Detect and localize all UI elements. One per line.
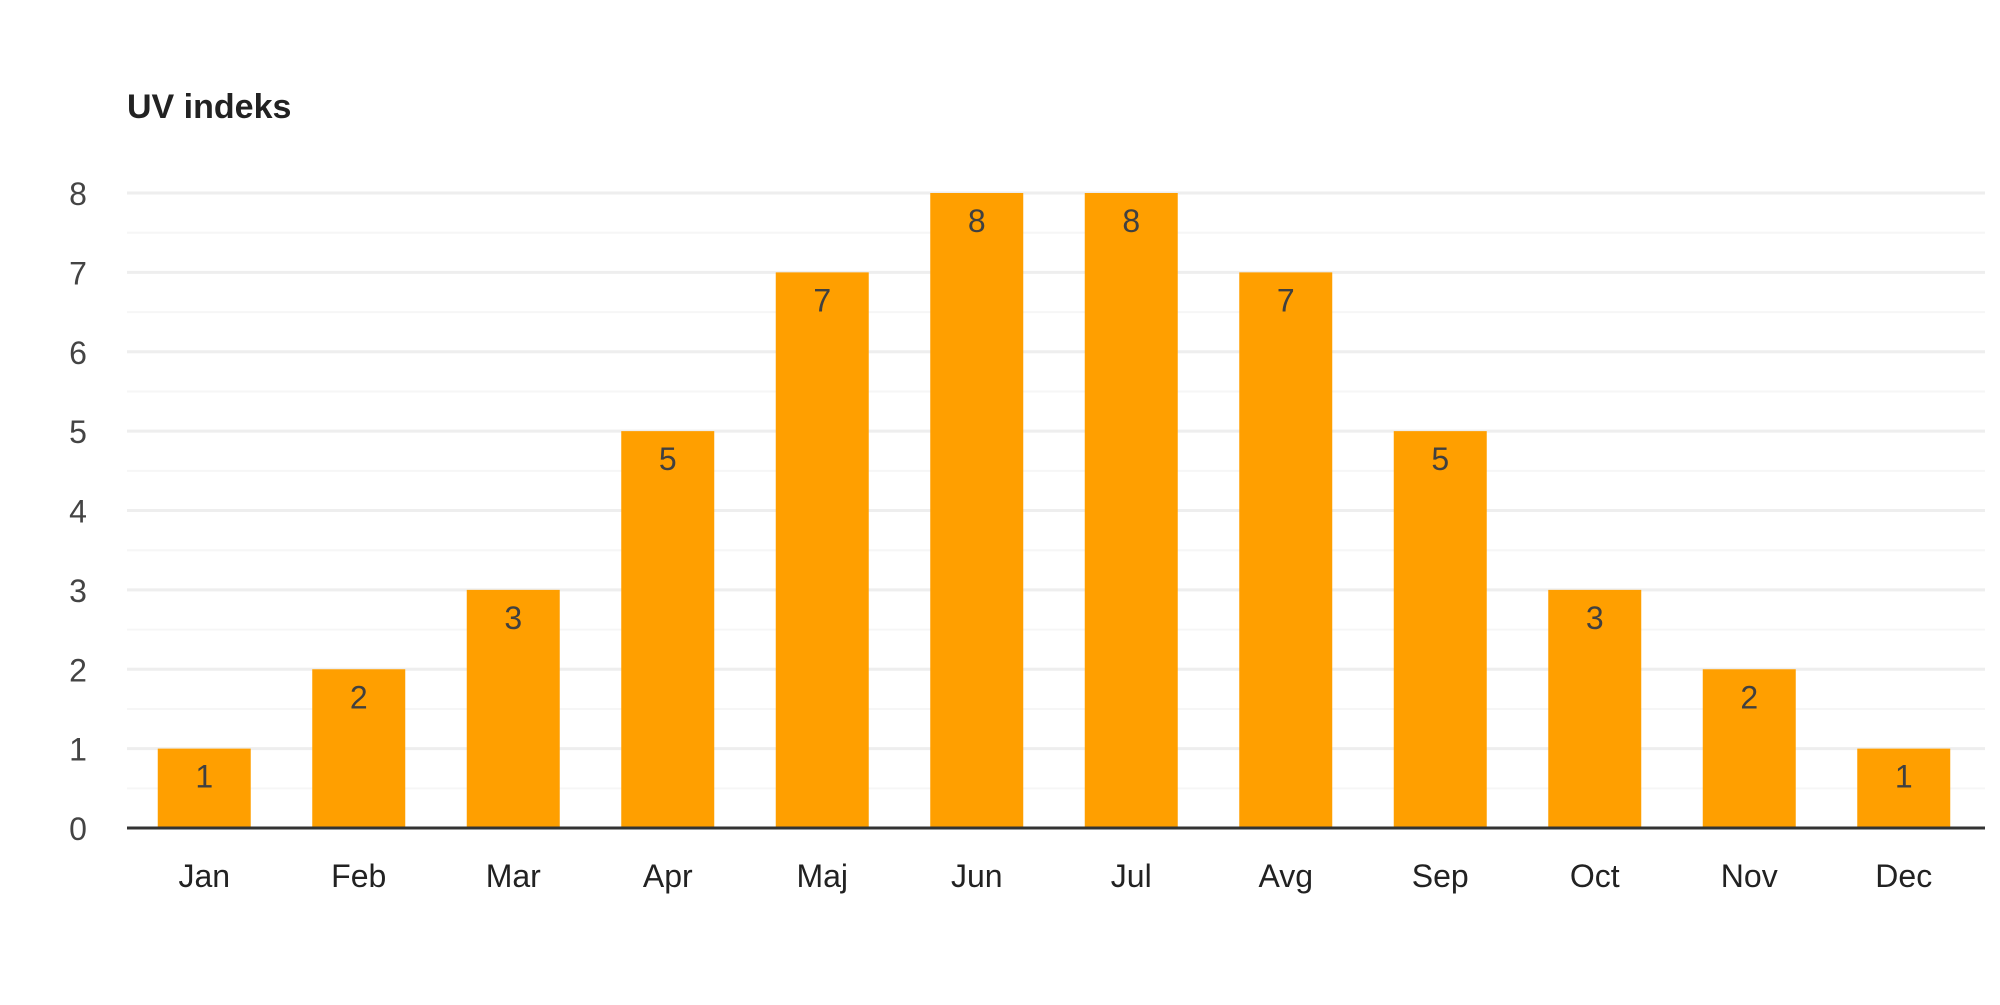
data-label: 2	[1740, 679, 1758, 715]
y-tick-label: 1	[69, 732, 87, 768]
bar	[157, 748, 251, 828]
y-tick-label: 2	[69, 652, 87, 688]
x-tick-label: Feb	[331, 858, 386, 894]
bar	[1239, 272, 1333, 828]
x-tick-label: Apr	[643, 858, 693, 894]
x-tick-label: Mar	[486, 858, 541, 894]
x-tick-label: Avg	[1258, 858, 1313, 894]
data-label: 1	[1895, 759, 1913, 795]
y-tick-label: 7	[69, 255, 87, 291]
x-tick-label: Jun	[951, 858, 1003, 894]
bar	[621, 431, 715, 828]
x-tick-label: Maj	[796, 858, 848, 894]
data-label: 5	[1431, 441, 1449, 477]
y-tick-label: 4	[69, 494, 87, 530]
y-tick-label: 6	[69, 335, 87, 371]
bar	[1393, 431, 1487, 828]
bar	[1702, 669, 1796, 828]
x-tick-label: Sep	[1412, 858, 1469, 894]
data-label: 5	[659, 441, 677, 477]
data-label: 3	[504, 600, 522, 636]
y-tick-label: 3	[69, 573, 87, 609]
x-tick-label: Jul	[1111, 858, 1152, 894]
bar	[1084, 193, 1178, 828]
bar	[1548, 589, 1642, 828]
bar	[466, 589, 560, 828]
data-label: 1	[195, 759, 213, 795]
data-label: 8	[968, 203, 986, 239]
x-tick-label: Oct	[1570, 858, 1620, 894]
bar	[312, 669, 406, 828]
data-label: 7	[1277, 282, 1295, 318]
data-label: 7	[813, 282, 831, 318]
x-tick-label: Dec	[1875, 858, 1932, 894]
data-labels: 1 2 3 5 7 8 8 7 5 3 2 1	[195, 203, 1912, 795]
chart-title: UV indeks	[127, 88, 292, 126]
y-tick-label: 5	[69, 414, 87, 450]
bars	[157, 193, 1951, 828]
axes: 0 1 2 3 4 5 6 7 8 Jan Feb Mar Apr Maj Jun Jul Avg Sep Oct N…	[69, 176, 1985, 894]
data-label: 2	[350, 679, 368, 715]
data-label: 8	[1122, 203, 1140, 239]
bar	[775, 272, 869, 828]
y-tick-label: 8	[69, 176, 87, 212]
y-tick-label: 0	[69, 811, 87, 847]
bar	[1857, 748, 1951, 828]
data-label: 3	[1586, 600, 1604, 636]
x-tick-label: Jan	[178, 858, 230, 894]
bar	[930, 193, 1024, 828]
gridlines	[127, 191, 1985, 790]
x-tick-label: Nov	[1721, 858, 1778, 894]
